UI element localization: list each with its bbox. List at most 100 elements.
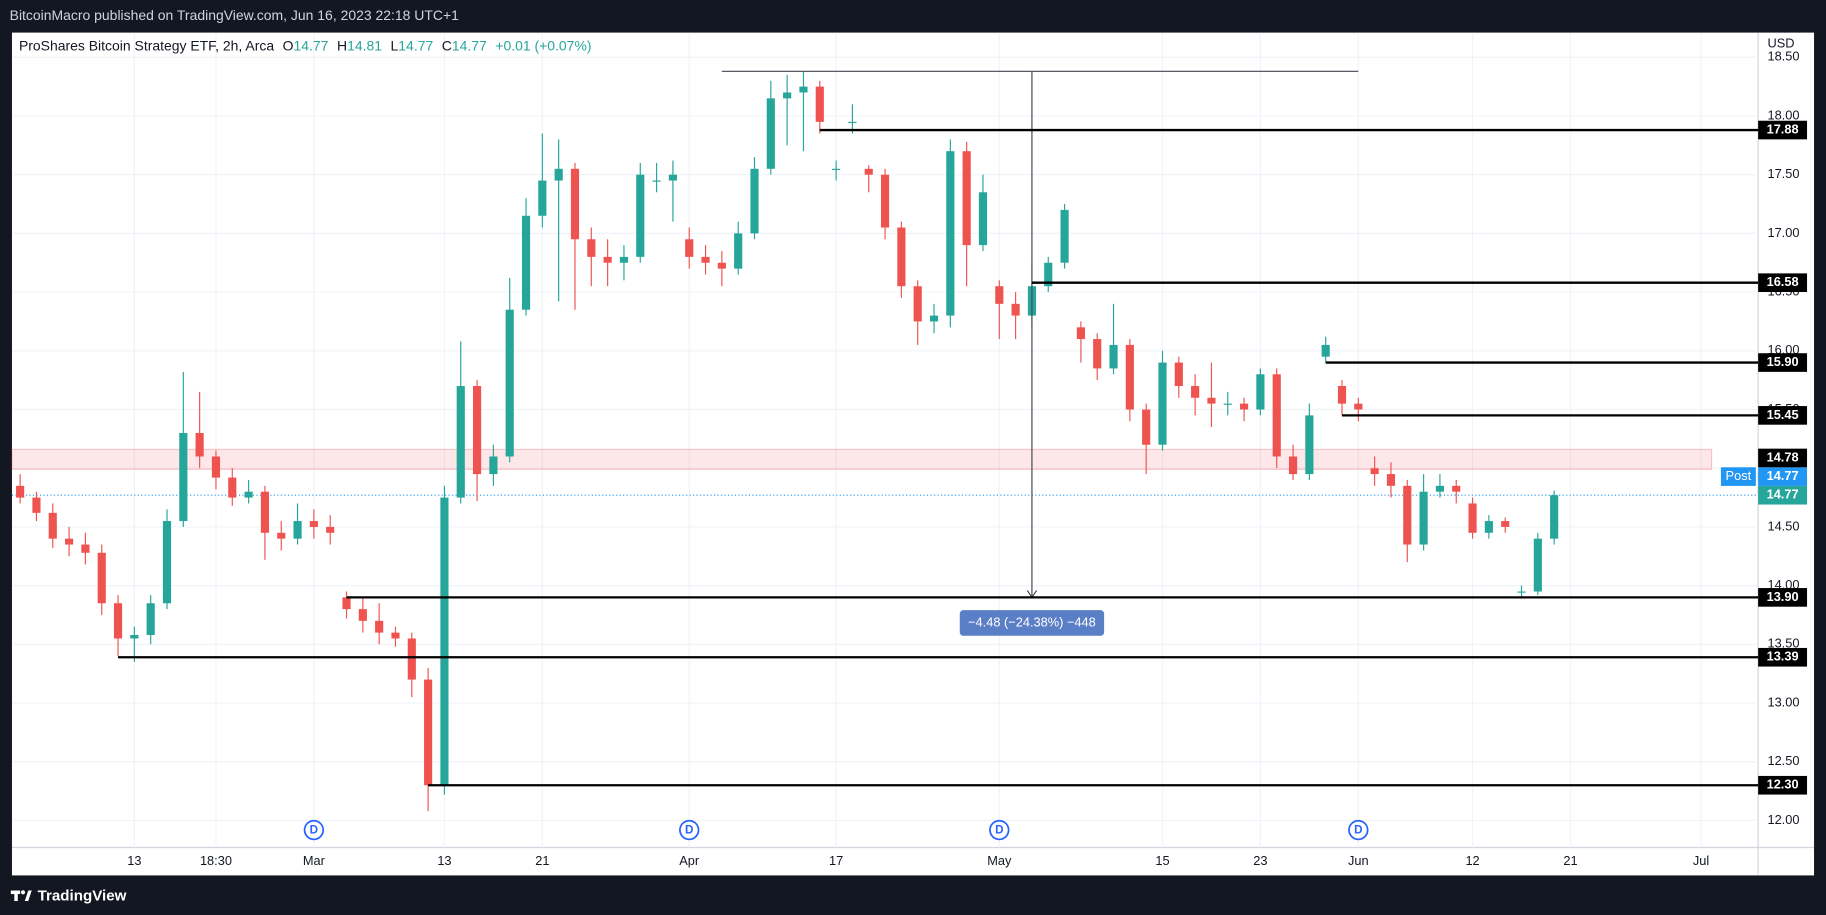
candle-body [309,521,318,527]
candle-body [1288,456,1298,475]
candle-body [1191,386,1200,398]
level-label: 13.39 [1767,649,1799,664]
dividend-marker [989,819,1010,841]
candle-body [326,526,335,533]
zone-price-label: 14.78 [1767,449,1799,464]
dividend-label: D [310,824,318,837]
x-tick-label: 17 [829,853,843,868]
candle-body [929,315,939,322]
y-tick-label: 18.00 [1767,107,1799,122]
candle-body [1484,521,1493,533]
last-price-label: 14.77 [1767,487,1799,502]
dividend-label: D [1354,824,1362,837]
candle-body [1370,468,1379,475]
candle-body [1468,503,1477,533]
candle-body [946,151,955,316]
candle-body [375,620,384,633]
candle-body [65,538,74,545]
candle-body [897,227,906,287]
level-label-box [1758,273,1808,293]
candle-body [456,386,465,498]
chart-panel [11,32,1815,876]
candle-body [864,168,873,175]
level-label: 12.30 [1767,777,1799,792]
level-label-box [1758,647,1808,667]
candle-body [1550,495,1559,539]
symbol: ProShares Bitcoin Strategy ETF, 2h, Arca [19,37,274,53]
candle-body [211,456,221,478]
candle-body [244,491,253,498]
measure-label: −4.48 (−24.38%) −448 [968,614,1096,629]
candle-body [1321,344,1330,357]
publisher-line: BitcoinMacro published on TradingView.co… [10,7,459,23]
level-label: 15.45 [1767,407,1799,422]
candle-body [1452,485,1461,492]
candle-body [1158,362,1167,445]
x-tick-label: 13 [437,853,451,868]
low-value: 14.77 [398,37,433,53]
candle-body [652,180,661,182]
candle-body [1501,521,1510,527]
level-label: 16.58 [1767,274,1799,289]
legend-header: ProShares Bitcoin Strategy ETF, 2h, Arca… [19,37,592,53]
last-price-label-box [1758,485,1808,505]
candle-body [701,256,710,263]
x-tick-label: Jul [1693,853,1709,868]
level-label-box [1758,406,1808,425]
dividend-label: D [995,824,1003,837]
level-label: 17.88 [1767,121,1799,136]
high-value: 14.81 [347,37,382,53]
candle-body [978,192,988,246]
candle-body [1223,403,1232,405]
y-tick-label: 17.50 [1767,166,1799,181]
candle-body [1240,403,1249,410]
currency: USD [1767,36,1794,51]
candle-body [1044,262,1053,287]
y-tick-label: 13.50 [1767,636,1799,651]
candle-body [1109,344,1118,369]
candle-body [358,609,367,621]
candle-body [619,256,629,263]
candle-body [1337,386,1347,404]
candle-body [1386,474,1396,486]
level-label-box [1758,120,1808,140]
change: +0.01 (+0.07%) [495,37,591,53]
candle-body [195,432,204,457]
open-label: O [283,37,294,53]
candle-body [97,552,106,604]
candle-body [570,168,580,240]
level-label: 13.90 [1767,589,1799,604]
candle-body [750,168,759,234]
candle-body [1142,409,1151,445]
candle-body [1272,374,1281,457]
candle-body [1435,485,1444,492]
candle-body [636,174,645,257]
y-tick-label: 17.00 [1767,225,1799,240]
post-price-label-box [1758,467,1808,486]
dividend-marker [303,819,325,841]
candle-body [521,215,531,310]
candle-body [162,521,172,604]
candle-body [32,497,41,513]
x-tick-label: Mar [303,853,326,868]
post-tag: Post [1726,468,1752,483]
candle-body [1076,327,1085,340]
candle-body [424,679,433,786]
candle-body [81,544,90,553]
candle-body [815,86,824,122]
candle-body [489,456,498,475]
candle-body [1011,303,1020,316]
post-tag-box [1720,467,1756,486]
candle-body [995,286,1004,304]
brand: TradingView [38,887,127,904]
close-label: C [442,37,452,53]
candle-body [832,168,841,170]
dividend-marker [679,819,700,841]
candle-body [766,98,775,169]
x-tick-label: May [987,853,1012,868]
open-value: 14.77 [294,37,329,53]
candle-body [1174,362,1183,387]
x-tick-label: 23 [1253,853,1267,868]
candle-body [1419,491,1428,545]
